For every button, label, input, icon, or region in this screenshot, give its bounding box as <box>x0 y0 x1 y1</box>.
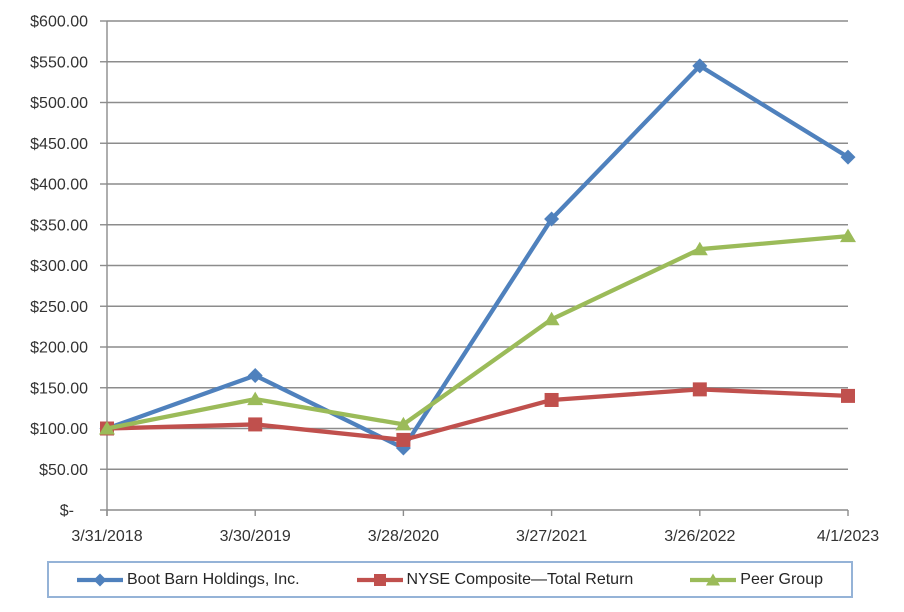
y-axis-tick-label: $550.00 <box>30 54 88 71</box>
x-axis-tick-label: 3/28/2020 <box>368 528 439 545</box>
legend-marker-glyph <box>356 573 403 586</box>
data-point-marker-2 <box>99 421 115 435</box>
y-axis-tick-label: $150.00 <box>30 380 88 397</box>
data-point-marker-2 <box>247 391 264 406</box>
x-axis-tick-label: 3/26/2022 <box>664 528 735 545</box>
x-axis-tick-label: 3/31/2018 <box>71 528 142 545</box>
y-axis-tick-label: $250.00 <box>30 299 88 316</box>
chart-plot-area: $600.00 $550.00 $500.00 $450.00 $400.00 $350.… <box>30 14 879 546</box>
series-line-2 <box>104 234 851 431</box>
x-axis-tick-label: 3/27/2021 <box>516 528 587 545</box>
data-point-marker-1 <box>396 432 411 447</box>
y-axis-tick-label: $350.00 <box>30 217 88 234</box>
y-axis-tick-label: $600.00 <box>30 14 88 31</box>
chart-legend: Boot Barn Holdings, Inc. NYSE Composite—… <box>47 561 853 598</box>
y-axis-tick-label: $- <box>60 503 74 520</box>
legend-item-nyse-composite: NYSE Composite—Total Return <box>356 570 634 588</box>
data-point-marker-0 <box>247 368 263 384</box>
x-axis-tick-label: 3/30/2019 <box>220 528 291 545</box>
data-point-marker-1 <box>841 388 855 403</box>
data-point-marker-1 <box>248 417 263 432</box>
y-axis-tick-label: $500.00 <box>30 95 88 112</box>
data-point-marker-0 <box>692 58 708 74</box>
legend-label-boot-barn: Boot Barn Holdings, Inc. <box>127 570 300 588</box>
square-marker-icon <box>356 572 403 588</box>
x-axis-tick-label: 4/1/2023 <box>817 528 879 545</box>
data-point-marker-2 <box>543 311 560 326</box>
y-axis-tick-label: $400.00 <box>30 177 88 194</box>
triangle-marker-icon <box>690 572 737 588</box>
data-point-marker-2 <box>691 241 708 256</box>
data-point-marker-1 <box>544 392 559 407</box>
legend-label-nyse-composite: NYSE Composite—Total Return <box>406 570 634 588</box>
legend-item-peer-group: Peer Group <box>690 570 823 588</box>
series-line-0 <box>104 63 851 451</box>
data-point-marker-2 <box>840 228 856 243</box>
data-point-marker-0 <box>840 149 856 165</box>
y-axis-tick-label: $50.00 <box>39 462 88 479</box>
legend-label-peer-group: Peer Group <box>740 570 823 588</box>
data-point-marker-0 <box>544 211 560 227</box>
legend-marker-glyph <box>690 573 737 585</box>
diamond-marker-icon <box>77 572 123 588</box>
y-axis-tick-label: $100.00 <box>30 421 88 438</box>
y-axis-tick-label: $300.00 <box>30 258 88 275</box>
data-point-marker-1 <box>692 382 707 397</box>
series-line-1 <box>104 387 851 443</box>
legend-item-boot-barn: Boot Barn Holdings, Inc. <box>77 570 300 588</box>
data-point-marker-2 <box>395 416 412 431</box>
y-axis-tick-label: $200.00 <box>30 340 88 357</box>
y-axis-tick-label: $450.00 <box>30 136 88 153</box>
legend-marker-glyph <box>77 573 123 586</box>
